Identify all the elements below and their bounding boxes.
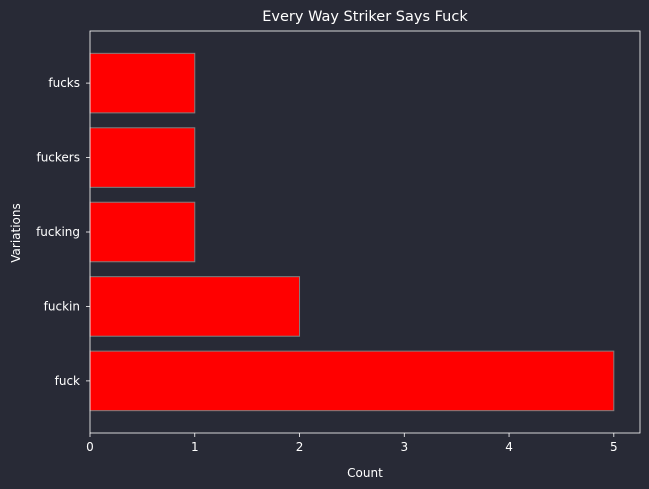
axes: 0 1 2 3 4 5 fuck fuckin fucking fuckers fucks — [36, 30, 641, 454]
bar-fucking — [89, 201, 196, 263]
x-tick-label: 5 — [610, 440, 618, 454]
x-tick-label: 0 — [86, 440, 94, 454]
y-axis-label: Variations — [9, 203, 23, 263]
y-tick-label: fuckers — [36, 151, 80, 165]
y-tick-label: fuckin — [44, 299, 80, 313]
chart-title: Every Way Striker Says Fuck — [262, 9, 468, 25]
bar-fuckers — [89, 127, 196, 188]
y-tick-label: fucks — [48, 76, 80, 90]
y-tick-label: fuck — [55, 374, 80, 388]
x-axis-label: Count — [347, 466, 383, 480]
bar-fuckin — [89, 276, 301, 337]
bar-fuck — [89, 350, 615, 412]
x-tick-label: 3 — [400, 440, 408, 454]
x-tick-label: 4 — [505, 440, 513, 454]
y-tick-label: fucking — [36, 225, 80, 239]
x-tick-label: 2 — [296, 440, 304, 454]
bars — [89, 52, 615, 412]
bar-fucks — [89, 52, 196, 114]
x-tick-label: 1 — [191, 440, 199, 454]
